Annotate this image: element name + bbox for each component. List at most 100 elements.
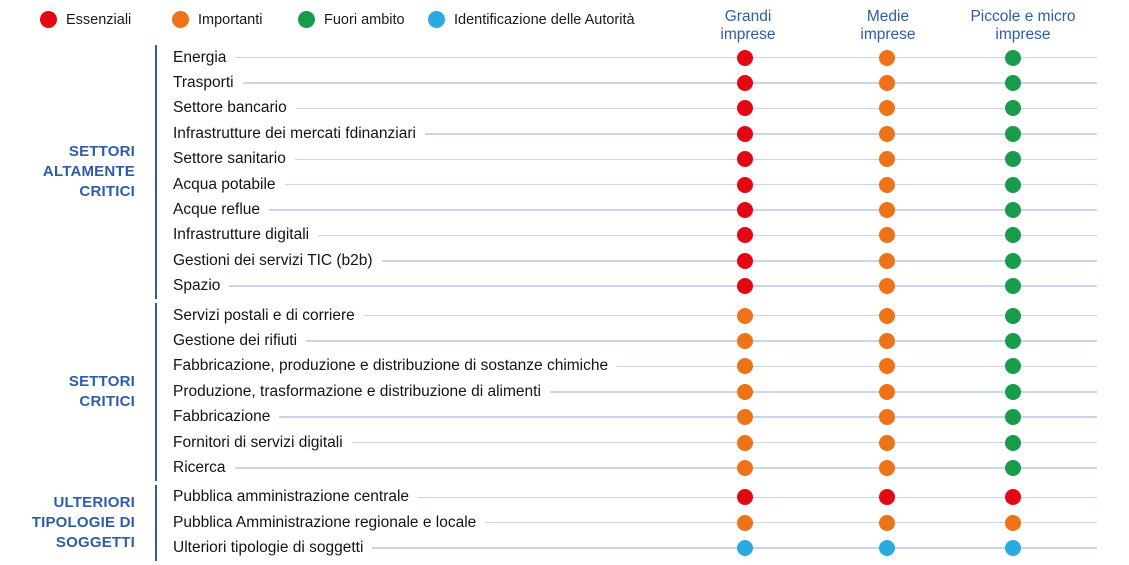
column-header-line: imprese (860, 25, 916, 43)
status-dot-importanti (879, 514, 895, 531)
column-header-line: Medie (866, 8, 910, 25)
row-leader-line (351, 441, 1097, 444)
row-label: Produzione, trasformazione e distribuzio… (173, 382, 541, 400)
status-dot-fuori-ambito (1005, 383, 1021, 400)
status-dot-importanti (737, 383, 753, 400)
table-row: Acque reflue (157, 197, 1129, 222)
legend: Essenziali Importanti Fuori ambito Identifi… (0, 0, 1129, 42)
row-leader-line (295, 107, 1097, 110)
status-dot-fuori-ambito (1005, 227, 1021, 244)
importanti-dot-icon (172, 11, 189, 28)
row-label: Infrastrutture digitali (173, 226, 310, 244)
status-dot-importanti (879, 75, 895, 92)
table-row: Infrastrutture dei mercati fdinanziari (157, 121, 1129, 146)
row-label: Gestioni dei servizi TIC (b2b) (173, 251, 373, 269)
group-settori-critici: SETTORI CRITICI Servizi postali e di corri… (0, 302, 1129, 481)
status-dot-importanti (879, 434, 895, 451)
group-label-line: SETTORI (68, 142, 135, 160)
status-dot-importanti (879, 151, 895, 168)
column-header-medie-imprese: Medie imprese (818, 8, 958, 43)
table-row: Fornitori di servizi digitali (157, 430, 1129, 455)
column-header-piccole-e-micro-imprese: Piccole e micro imprese (938, 8, 1108, 43)
row-label: Energia (173, 48, 227, 66)
column-header-line: imprese (720, 25, 776, 43)
row-label: Acqua potabile (173, 175, 276, 193)
status-dot-essenziali (737, 100, 753, 117)
table-row: Fabbricazione (157, 404, 1129, 429)
status-dot-importanti (737, 434, 753, 451)
row-leader-line (549, 391, 1097, 393)
row-leader-line (269, 209, 1097, 211)
status-dot-importanti (879, 459, 895, 476)
status-dot-fuori-ambito (1005, 307, 1021, 324)
row-label: Ulteriori tipologie di soggetti (173, 539, 364, 557)
group-ulteriori-tipologie-di-soggetti: ULTERIORI TIPOLOGIE DI SOGGETTI Pubblica am… (0, 484, 1129, 561)
row-leader-line (372, 547, 1097, 549)
legend-item-label: Identificazione delle Autorità (454, 11, 635, 28)
status-dot-importanti (737, 514, 753, 531)
legend-item-identificazione-delle-autorita: Identificazione delle Autorità (428, 11, 635, 28)
row-label: Spazio (173, 277, 221, 295)
status-dot-fuori-ambito (1005, 459, 1021, 476)
row-leader-line (284, 183, 1097, 186)
status-dot-fuori-ambito (1005, 202, 1021, 219)
table-row: Servizi postali e di corriere (157, 303, 1129, 328)
status-dot-fuori-ambito (1005, 434, 1021, 451)
row-label: Trasporti (173, 74, 234, 92)
status-dot-importanti (879, 176, 895, 193)
table-row: Settore sanitario (157, 147, 1129, 172)
legend-item-label: Essenziali (66, 11, 132, 28)
status-dot-importanti (737, 409, 753, 426)
status-dot-essenziali (737, 252, 753, 269)
table-row: Energia (157, 45, 1129, 70)
row-leader-line (418, 496, 1097, 499)
status-dot-fuori-ambito (1005, 100, 1021, 117)
status-dot-importanti (737, 358, 753, 375)
status-dot-fuori-ambito (1005, 278, 1021, 295)
group-label-line: ALTAMENTE (42, 162, 135, 180)
status-dot-essenziali (737, 125, 753, 142)
group-rows: Pubblica amministrazione centrale Pubblic… (155, 484, 1129, 561)
status-dot-essenziali (737, 75, 753, 92)
row-leader-line (235, 56, 1097, 59)
row-leader-line (617, 365, 1097, 368)
table-row: Acqua potabile (157, 172, 1129, 197)
status-dot-importanti (879, 332, 895, 349)
sectors-table: SETTORI ALTAMENTE CRITICI Energia Trasporti S… (0, 45, 1129, 561)
row-leader-line (318, 234, 1097, 237)
column-header-line: imprese (995, 25, 1051, 43)
group-label-line: TIPOLOGIE DI (31, 513, 135, 531)
column-header-line: Piccole e micro (970, 8, 1076, 25)
status-dot-importanti (879, 307, 895, 324)
status-dot-importanti (1005, 514, 1021, 531)
table-row: Gestioni dei servizi TIC (b2b) (157, 248, 1129, 273)
column-header-grandi-imprese: Grandi imprese (678, 8, 818, 43)
status-dot-fuori-ambito (1005, 176, 1021, 193)
status-dot-essenziali (1005, 489, 1021, 506)
status-dot-fuori-ambito (1005, 252, 1021, 269)
table-row: Pubblica Amministrazione regionale e loc… (157, 510, 1129, 535)
row-label: Infrastrutture dei mercati fdinanziari (173, 124, 416, 142)
status-dot-importanti (879, 125, 895, 142)
group-label-line: SOGGETTI (55, 533, 135, 551)
status-dot-essenziali (737, 202, 753, 219)
row-label: Gestione dei rifiuti (173, 331, 298, 349)
legend-item-label: Importanti (198, 11, 263, 28)
group-label-ulteriori-tipologie-di-soggetti: ULTERIORI TIPOLOGIE DI SOGGETTI (0, 485, 135, 561)
status-dot-importanti (879, 358, 895, 375)
status-dot-essenziali (737, 151, 753, 168)
status-dot-fuori-ambito (1005, 358, 1021, 375)
status-dot-importanti (879, 227, 895, 244)
table-row: Ricerca (157, 455, 1129, 480)
status-dot-essenziali (737, 278, 753, 295)
status-dot-fuori-ambito (1005, 49, 1021, 66)
status-dot-essenziali (879, 489, 895, 506)
group-settori-altamente-critici: SETTORI ALTAMENTE CRITICI Energia Trasporti S… (0, 45, 1129, 299)
table-row: Settore bancario (157, 96, 1129, 121)
status-dot-essenziali (737, 49, 753, 66)
status-dot-importanti (879, 100, 895, 117)
status-dot-fuori-ambito (1005, 409, 1021, 426)
status-dot-fuori-ambito (1005, 75, 1021, 92)
column-headers: Grandi imprese Medie imprese Piccole e micro… (0, 8, 1129, 48)
